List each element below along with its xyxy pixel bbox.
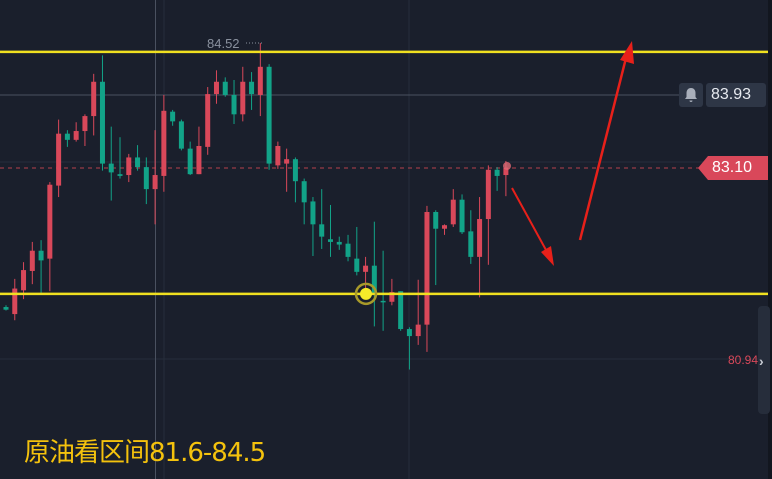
candle-body <box>126 157 132 176</box>
candle-body <box>99 81 105 164</box>
candle-body <box>415 324 421 337</box>
candle-body <box>354 258 360 272</box>
price-scrollbar[interactable] <box>758 306 770 414</box>
candle-body <box>91 81 97 117</box>
candle-body <box>310 201 316 225</box>
candle-body <box>21 270 27 291</box>
candle-body <box>178 121 184 149</box>
candle-body <box>12 288 18 315</box>
candle-body <box>240 81 246 115</box>
candle-body <box>301 181 307 203</box>
candle-body <box>3 307 9 310</box>
candle-body <box>406 329 412 337</box>
last-price-dot <box>503 162 511 170</box>
candle-body <box>161 110 167 176</box>
high-price-label: 84.52 <box>207 36 240 51</box>
candle-body <box>213 81 219 95</box>
candle-body <box>380 300 386 303</box>
candle-body <box>468 231 474 257</box>
candle-body <box>29 250 35 271</box>
candle-body <box>73 131 79 140</box>
candle-body <box>64 133 70 140</box>
candle-body <box>371 265 377 294</box>
last-price-label: 83.10 <box>698 156 768 180</box>
chevron-right-icon[interactable]: › <box>759 353 764 369</box>
anchor-dot <box>360 287 372 300</box>
candle-body <box>485 169 491 220</box>
candle-body <box>117 174 123 176</box>
candle-body <box>389 292 395 302</box>
candle-body <box>284 159 290 164</box>
arrow-down <box>511 187 547 251</box>
alert-price-label[interactable]: 83.93 <box>706 83 766 107</box>
candle-body <box>424 212 430 325</box>
candle-body <box>459 199 465 233</box>
candle-body <box>363 265 369 272</box>
bell-icon[interactable] <box>679 83 703 107</box>
arrow-up <box>578 57 628 241</box>
anchor-ring <box>354 282 378 306</box>
candle-body <box>187 148 193 175</box>
arrow-down-head <box>541 246 554 266</box>
candle-body <box>257 66 263 95</box>
candle-body <box>82 116 88 132</box>
candle-body <box>152 175 158 190</box>
low-price-label: 80.94 <box>728 353 759 367</box>
caption-text: 原油看区间81.6-84.5 <box>24 438 266 468</box>
arrow-up-head <box>620 41 634 64</box>
candle-body <box>266 66 272 164</box>
candle-body <box>249 81 255 95</box>
candle-body <box>275 146 281 166</box>
candle-body <box>503 168 509 176</box>
candle-body <box>494 169 500 176</box>
candle-body <box>477 219 483 257</box>
candle-body <box>327 239 333 242</box>
candle-body <box>433 212 439 229</box>
candle-body <box>345 243 351 257</box>
candle-body <box>170 111 176 122</box>
candle-body <box>143 167 149 190</box>
candle-body <box>222 81 228 95</box>
candle-body <box>442 225 447 229</box>
candle-body <box>319 224 325 237</box>
candle-body <box>336 241 342 245</box>
candle-body <box>135 157 141 168</box>
candle-body <box>450 199 456 225</box>
candle-body <box>398 291 404 330</box>
candle-body <box>47 184 53 259</box>
right-edge <box>768 0 772 479</box>
candle-body <box>56 133 62 186</box>
candle-body <box>108 163 114 173</box>
candle-body <box>231 94 237 115</box>
candle-body <box>196 146 202 175</box>
candle-body <box>292 159 298 182</box>
candle-body <box>205 94 211 147</box>
candle-body <box>38 250 44 261</box>
